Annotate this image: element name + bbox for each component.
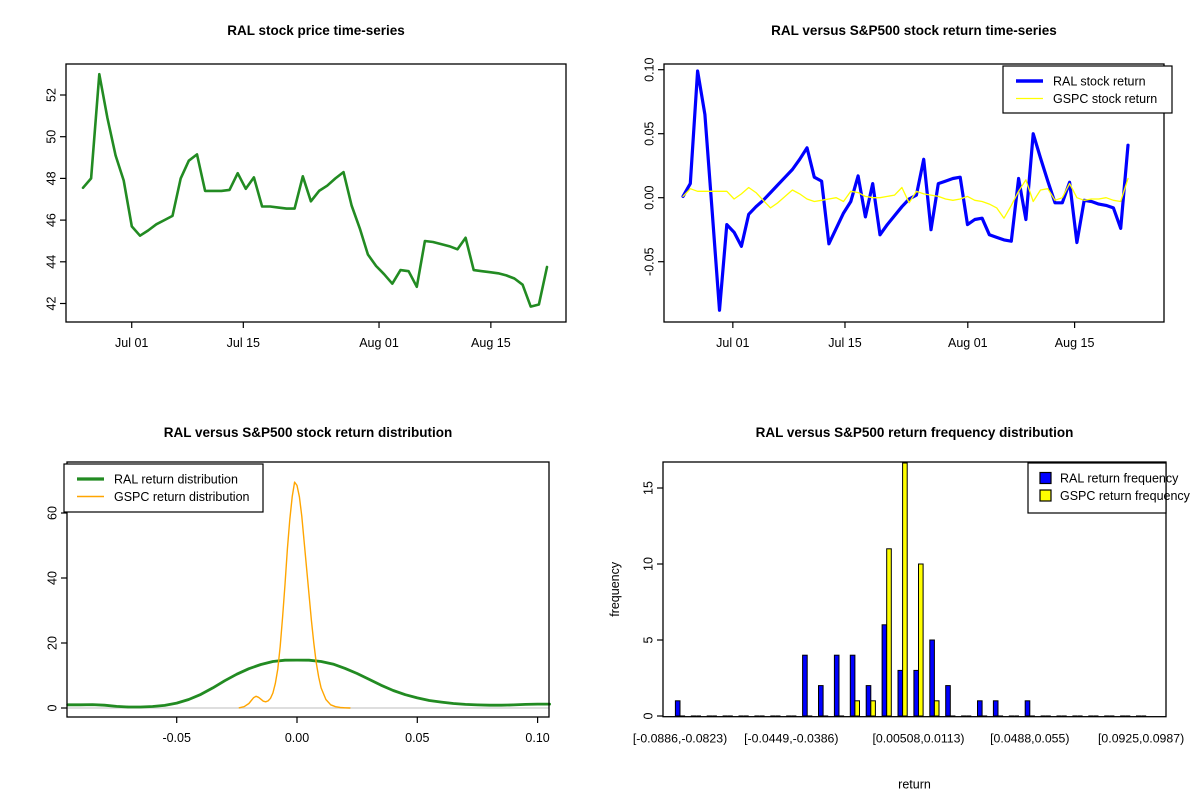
- chart-title-return-distribution: RAL versus S&P500 stock return distribut…: [163, 425, 453, 440]
- legend-label: RAL return frequency: [1060, 471, 1179, 485]
- legend-label: RAL stock return: [1053, 74, 1146, 88]
- y-tick-label: 0.00: [642, 185, 656, 209]
- density-curve: [66, 658, 551, 709]
- x-tick-label: Jul 01: [115, 336, 148, 350]
- bar-ral: [881, 624, 888, 717]
- x-tick-label: 0.10: [525, 731, 549, 745]
- series-line: [682, 177, 1129, 219]
- series-line: [81, 72, 549, 308]
- y-tick-label: -0.05: [642, 247, 656, 276]
- bar-ral: [833, 654, 840, 717]
- x-tick-label: Aug 15: [1055, 336, 1095, 350]
- chart-title-stock-price: RAL stock price time-series: [227, 23, 405, 38]
- legend-label: GSPC stock return: [1053, 92, 1157, 106]
- legend-label: GSPC return frequency: [1060, 489, 1191, 503]
- bar-gspc: [854, 700, 861, 717]
- bin-label: [0.00508,0.0113): [872, 732, 964, 746]
- density-curve: [238, 481, 351, 709]
- y-tick-label: 0.05: [642, 121, 656, 145]
- y-tick-label: 15: [641, 481, 655, 495]
- chart-title-return-timeseries: RAL versus S&P500 stock return time-seri…: [771, 23, 1057, 38]
- x-tick-label: 0.05: [405, 731, 429, 745]
- bar-ral: [945, 685, 951, 717]
- legend-label: RAL return distribution: [114, 472, 238, 486]
- plot-box: [65, 63, 567, 323]
- bar-ral: [992, 700, 999, 717]
- plot-box: [662, 461, 1167, 718]
- x-tick-label: Aug 15: [471, 336, 511, 350]
- y-tick-label: 5: [641, 636, 655, 643]
- x-tick-label: Aug 01: [359, 336, 399, 350]
- legend-label: GSPC return distribution: [114, 490, 250, 504]
- y-tick-label: 60: [45, 506, 59, 520]
- bar-gspc: [886, 548, 892, 717]
- y-tick-label: 40: [45, 571, 59, 585]
- y-tick-label: 50: [44, 130, 58, 144]
- x-axis-label: return: [898, 778, 931, 792]
- bar-ral: [674, 700, 681, 717]
- x-tick-label: 0.00: [285, 731, 309, 745]
- bar-ral: [802, 654, 808, 717]
- bar-ral: [913, 669, 920, 717]
- y-tick-label: 42: [44, 297, 58, 311]
- x-tick-label: Aug 01: [948, 336, 988, 350]
- y-tick-label: 46: [44, 213, 58, 227]
- legend-box: [63, 463, 264, 513]
- bar-ral: [897, 669, 904, 717]
- bar-ral: [818, 685, 824, 717]
- bar-gspc: [918, 563, 924, 717]
- chart-2: 0 20 40 60 -0.05 0.00 0.05 0.10 RAL return distr…: [45, 461, 551, 745]
- chart-3: 0 5 10 15 [-0.0886,-0.0823) [-0.0449,-0.0386)…: [608, 461, 1191, 792]
- y-tick-label: 10: [641, 557, 655, 571]
- y-tick-label: 48: [44, 171, 58, 185]
- chart-title-frequency-distribution: RAL versus S&P500 return frequency distr…: [755, 425, 1074, 440]
- y-tick-label: 0: [45, 704, 59, 711]
- y-tick-label: 52: [44, 88, 58, 102]
- bar-gspc: [902, 462, 908, 717]
- legend-box: [1027, 462, 1167, 514]
- x-tick-label: Jul 15: [828, 336, 861, 350]
- bin-label: [-0.0886,-0.0823): [633, 732, 727, 746]
- x-tick-label: Jul 15: [227, 336, 260, 350]
- legend-box: [1002, 65, 1173, 114]
- legend-key-swatch: [1039, 471, 1052, 485]
- bar-ral: [865, 685, 872, 717]
- x-tick-label: -0.05: [162, 731, 191, 745]
- bin-label: [0.0488,0.055): [990, 732, 1069, 746]
- bar-gspc: [870, 700, 876, 717]
- chart-1: -0.05 0.00 0.05 0.10 Jul 01 Jul 15 Aug 01 Aug 1…: [642, 57, 1173, 350]
- bar-ral: [929, 639, 935, 717]
- legend-key-swatch: [1039, 489, 1052, 502]
- y-axis-label: frequency: [608, 561, 622, 617]
- x-tick-label: Jul 01: [716, 336, 749, 350]
- bin-label: [-0.0449,-0.0386): [744, 732, 838, 746]
- y-tick-label: 20: [45, 636, 59, 650]
- bin-label: [0.0925,0.0987): [1098, 732, 1184, 746]
- y-tick-label: 44: [44, 255, 58, 269]
- bar-ral: [1024, 700, 1031, 717]
- bar-ral: [849, 654, 856, 717]
- plot-box: [663, 63, 1165, 323]
- plot-box: [66, 461, 550, 718]
- chart-0: 42 44 46 48 50 52 Jul 01 Jul 15 Aug 01 Aug 15: [44, 63, 567, 350]
- bar-ral: [977, 700, 983, 717]
- bar-gspc: [933, 700, 940, 717]
- y-tick-label: 0.10: [642, 57, 656, 81]
- y-tick-label: 0: [641, 712, 655, 719]
